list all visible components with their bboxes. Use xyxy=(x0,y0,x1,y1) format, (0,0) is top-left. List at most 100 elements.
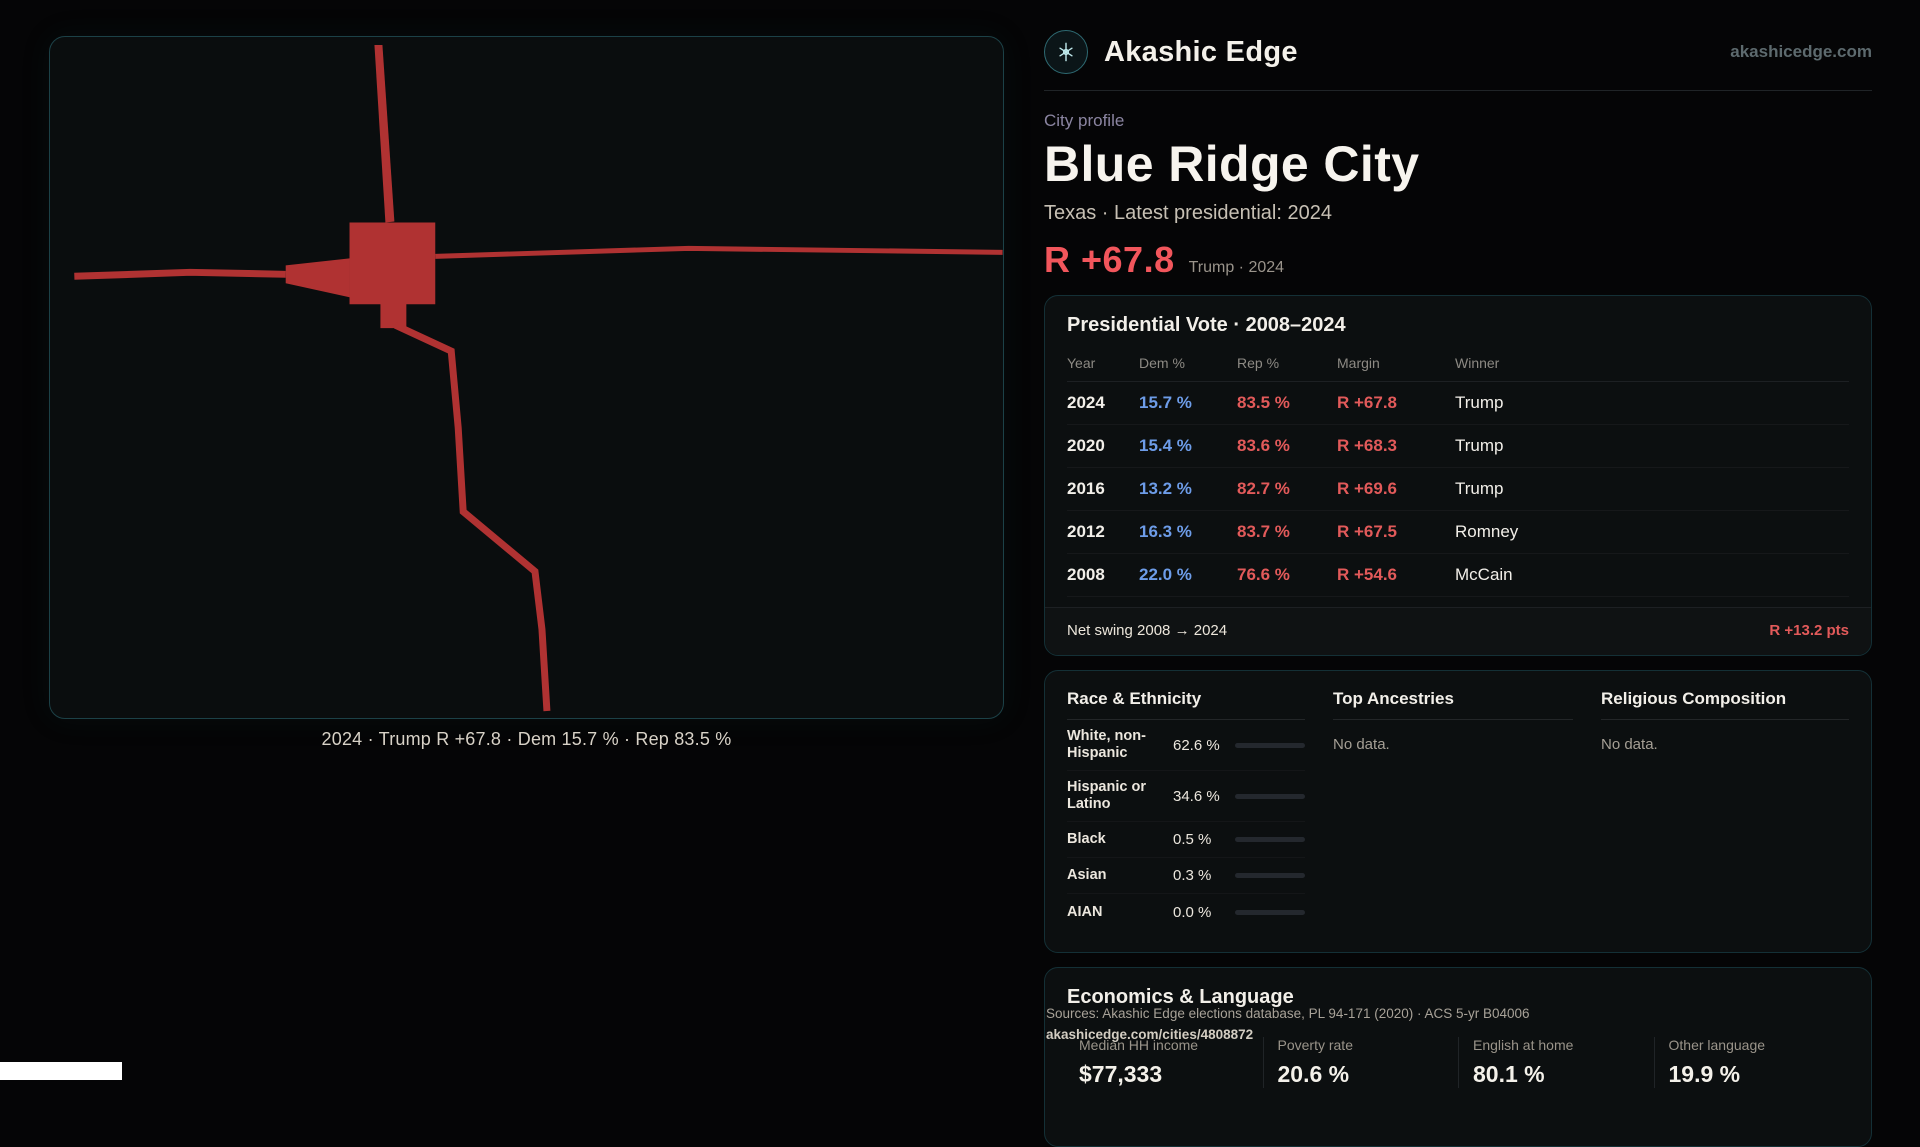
economics-panel: Economics & Language Median HH income $7… xyxy=(1044,967,1872,1147)
demographics-panel: Race & Ethnicity White, non-Hispanic 62.… xyxy=(1044,670,1872,954)
vote-row: 2012 16.3 % 83.7 % R +67.5 Romney xyxy=(1067,511,1849,554)
vote-winner: Trump xyxy=(1455,479,1504,498)
stat-value: $77,333 xyxy=(1079,1061,1163,1088)
ancestries-empty: No data. xyxy=(1333,736,1390,753)
col-dem: Dem % xyxy=(1139,355,1185,371)
vote-margin: R +67.5 xyxy=(1337,522,1398,541)
city-boundary-map xyxy=(74,44,1003,712)
city-map-panel xyxy=(49,36,1004,719)
vote-table-header: Year Dem % Rep % Margin Winner xyxy=(1067,347,1849,382)
race-bar xyxy=(1235,909,1305,915)
vote-dem: 15.7 % xyxy=(1139,393,1192,412)
vote-rep: 83.7 % xyxy=(1237,522,1290,541)
vote-winner: Romney xyxy=(1455,522,1519,541)
presidential-title: Presidential Vote · 2008–2024 xyxy=(1067,314,1346,336)
page-footer: Sources: Akashic Edge elections database… xyxy=(1046,1006,1530,1042)
net-swing-bar: Net swing 2008 → 2024 R +13.2 pts xyxy=(1045,607,1871,655)
race-label: White, non-Hispanic xyxy=(1067,728,1146,762)
stat-value: 20.6 % xyxy=(1277,1061,1350,1088)
brand-domain-link[interactable]: akashicedge.com xyxy=(1730,42,1872,61)
stat-value: 80.1 % xyxy=(1473,1061,1545,1088)
vote-row: 2024 15.7 % 83.5 % R +67.8 Trump xyxy=(1067,382,1849,425)
race-ethnicity-column: Race & Ethnicity White, non-Hispanic 62.… xyxy=(1067,689,1305,930)
profile-column: Akashic Edge akashicedge.com City profil… xyxy=(1044,0,1872,1147)
race-value: 0.0 % xyxy=(1173,903,1212,921)
stat-label: Other language xyxy=(1668,1037,1766,1054)
vote-margin: R +68.3 xyxy=(1337,436,1398,455)
stat-english-at-home: English at home 80.1 % xyxy=(1458,1037,1654,1089)
vote-dem: 13.2 % xyxy=(1139,479,1192,498)
profile-subtitle: Texas · Latest presidential: 2024 xyxy=(1044,202,1332,224)
race-bar xyxy=(1235,793,1305,799)
vote-year: 2012 xyxy=(1067,522,1105,541)
stat-value: 19.9 % xyxy=(1668,1061,1741,1088)
sources-note: Sources: Akashic Edge elections database… xyxy=(1046,1006,1530,1021)
headline-result: R +67.8 Trump · 2024 xyxy=(1044,239,1872,281)
vote-year: 2020 xyxy=(1067,436,1105,455)
race-value: 34.6 % xyxy=(1173,787,1220,805)
stat-poverty-rate: Poverty rate 20.6 % xyxy=(1262,1037,1459,1089)
net-swing-value: R +13.2 pts xyxy=(1769,622,1849,639)
bottom-left-strip xyxy=(0,1062,122,1080)
stat-label: English at home xyxy=(1473,1037,1574,1054)
vote-rep: 82.7 % xyxy=(1237,479,1290,498)
vote-rep: 83.5 % xyxy=(1237,393,1290,412)
stat-label: Poverty rate xyxy=(1277,1037,1353,1054)
vote-year: 2016 xyxy=(1067,479,1105,498)
vote-row: 2016 13.2 % 82.7 % R +69.6 Trump xyxy=(1067,468,1849,511)
ancestries-title: Top Ancestries xyxy=(1333,689,1573,720)
brand-name: Akashic Edge xyxy=(1104,35,1298,68)
col-rep: Rep % xyxy=(1237,355,1280,371)
vote-row: 2020 15.4 % 83.6 % R +68.3 Trump xyxy=(1067,425,1849,468)
presidential-panel: Presidential Vote · 2008–2024 Year Dem %… xyxy=(1044,295,1872,656)
race-row: Hispanic or Latino 34.6 % xyxy=(1067,771,1305,823)
stat-other-language: Other language 19.9 % xyxy=(1653,1037,1850,1089)
race-value: 0.3 % xyxy=(1173,867,1212,885)
economics-stats: Median HH income $77,333 Poverty rate 20… xyxy=(1067,1037,1850,1089)
vote-dem: 22.0 % xyxy=(1139,565,1192,584)
net-swing-label: Net swing 2008 → 2024 xyxy=(1067,622,1228,639)
stat-median-income: Median HH income $77,333 xyxy=(1067,1037,1263,1088)
race-row: White, non-Hispanic 62.6 % xyxy=(1067,720,1305,772)
race-label: Asian xyxy=(1067,867,1107,884)
economics-title: Economics & Language xyxy=(1067,986,1294,1009)
vote-dem: 15.4 % xyxy=(1139,436,1192,455)
col-margin: Margin xyxy=(1337,355,1380,371)
vote-margin: R +67.8 xyxy=(1337,393,1398,412)
site-header: Akashic Edge akashicedge.com xyxy=(1044,0,1872,91)
profile-eyebrow: City profile xyxy=(1044,111,1125,130)
race-label: Hispanic or Latino xyxy=(1067,779,1146,813)
permalink[interactable]: akashicedge.com/cities/4808872 xyxy=(1046,1027,1254,1042)
race-row: AIAN 0.0 % xyxy=(1067,894,1305,930)
vote-dem: 16.3 % xyxy=(1139,522,1192,541)
vote-rep: 76.6 % xyxy=(1237,565,1290,584)
race-value: 62.6 % xyxy=(1173,736,1220,754)
vote-margin: R +69.6 xyxy=(1337,479,1398,498)
vote-margin: R +54.6 xyxy=(1337,565,1398,584)
race-ethnicity-title: Race & Ethnicity xyxy=(1067,689,1305,720)
vote-rep: 83.6 % xyxy=(1237,436,1290,455)
headline-margin: R +67.8 xyxy=(1044,239,1175,280)
religion-column: Religious Composition No data. xyxy=(1601,689,1849,930)
race-bar xyxy=(1235,837,1305,843)
vote-year: 2008 xyxy=(1067,565,1105,584)
race-bar xyxy=(1235,742,1305,748)
race-bar xyxy=(1235,873,1305,879)
religion-empty: No data. xyxy=(1601,736,1658,753)
map-caption: 2024 · Trump R +67.8 · Dem 15.7 % · Rep … xyxy=(321,729,732,749)
race-row: Black 0.5 % xyxy=(1067,822,1305,859)
stat-label: Median HH income xyxy=(1079,1037,1199,1054)
brand-logo-icon xyxy=(1044,30,1088,74)
race-label: Black xyxy=(1067,831,1106,848)
vote-year: 2024 xyxy=(1067,393,1105,412)
col-year: Year xyxy=(1067,355,1096,371)
race-row: Asian 0.3 % xyxy=(1067,858,1305,895)
religion-title: Religious Composition xyxy=(1601,689,1849,720)
race-label: AIAN xyxy=(1067,903,1103,920)
race-value: 0.5 % xyxy=(1173,831,1212,849)
headline-note: Trump · 2024 xyxy=(1188,259,1285,276)
vote-winner: Trump xyxy=(1455,436,1504,455)
ancestries-column: Top Ancestries No data. xyxy=(1333,689,1573,930)
col-winner: Winner xyxy=(1455,355,1500,371)
vote-winner: Trump xyxy=(1455,393,1504,412)
